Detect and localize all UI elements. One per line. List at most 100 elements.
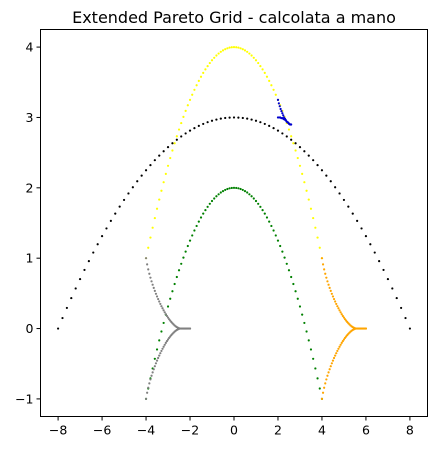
data-point — [239, 47, 242, 50]
data-point — [162, 321, 165, 325]
data-point — [171, 290, 174, 293]
data-point — [283, 256, 286, 259]
data-point — [163, 343, 166, 346]
data-point — [175, 275, 178, 279]
data-point — [364, 327, 368, 330]
data-point — [329, 180, 332, 183]
data-point — [307, 198, 310, 201]
data-point — [378, 260, 381, 263]
data-point — [259, 64, 262, 68]
data-point — [285, 262, 288, 265]
data-point — [327, 371, 330, 374]
data-point — [175, 135, 178, 138]
data-point — [290, 123, 293, 126]
series-3 — [144, 257, 192, 401]
data-point — [153, 365, 156, 368]
data-point — [360, 227, 363, 230]
data-point — [191, 93, 194, 96]
data-point — [246, 191, 249, 194]
data-point — [328, 368, 331, 371]
data-point — [177, 128, 181, 131]
data-point — [224, 188, 227, 192]
data-point — [188, 239, 192, 242]
data-point — [341, 340, 344, 343]
data-point — [296, 297, 299, 300]
data-point — [161, 347, 164, 350]
data-point — [160, 330, 163, 333]
data-point — [335, 352, 338, 355]
data-point — [155, 359, 159, 362]
data-point — [281, 112, 284, 115]
data-point — [314, 367, 317, 370]
data-point — [155, 207, 159, 210]
data-point — [202, 71, 205, 75]
data-point — [326, 374, 329, 377]
data-point — [159, 302, 162, 306]
data-point — [404, 316, 407, 320]
data-point — [307, 339, 310, 342]
data-point — [338, 309, 341, 312]
data-point — [154, 292, 158, 295]
data-point — [391, 287, 394, 290]
data-point — [127, 192, 130, 195]
data-point — [382, 268, 385, 272]
data-point — [274, 93, 277, 96]
data-point — [206, 64, 209, 68]
data-point — [323, 386, 326, 389]
data-point — [261, 209, 264, 212]
data-point — [147, 268, 150, 271]
data-point — [197, 79, 200, 82]
data-point — [342, 198, 346, 202]
data-point — [329, 289, 332, 292]
data-point — [105, 227, 108, 230]
data-point — [330, 292, 333, 295]
data-point — [307, 154, 310, 157]
data-point — [149, 236, 152, 239]
data-point — [327, 283, 330, 286]
data-point — [332, 356, 336, 360]
data-point — [281, 250, 284, 253]
data-point — [228, 46, 231, 49]
data-point — [329, 365, 332, 368]
data-point — [320, 257, 324, 260]
data-point — [321, 263, 325, 266]
data-point — [226, 187, 229, 191]
data-point — [274, 234, 277, 237]
data-point — [356, 219, 359, 222]
data-point — [335, 302, 338, 306]
data-point — [318, 246, 321, 249]
data-point — [202, 212, 205, 215]
data-point — [166, 316, 170, 319]
y-axis: −1 0 1 2 3 4 — [15, 40, 41, 406]
data-point — [166, 338, 170, 341]
data-point — [149, 378, 152, 381]
data-point — [232, 186, 236, 189]
data-point — [162, 345, 165, 348]
data-point — [96, 243, 99, 246]
data-point — [152, 368, 155, 371]
data-point — [318, 387, 321, 390]
data-point — [164, 341, 167, 344]
data-point — [224, 116, 227, 120]
data-point — [395, 296, 398, 300]
data-point — [224, 48, 227, 51]
data-point — [292, 282, 295, 286]
data-point — [162, 309, 165, 312]
data-point — [215, 118, 218, 121]
data-point — [248, 193, 251, 196]
x-tick-label: 4 — [318, 423, 326, 438]
data-point — [188, 98, 192, 101]
data-point — [164, 313, 167, 316]
data-point — [146, 391, 149, 394]
data-point — [74, 287, 77, 290]
data-point — [265, 216, 269, 219]
data-point — [210, 199, 214, 203]
data-point — [182, 115, 185, 118]
data-point — [197, 124, 200, 127]
data-point — [136, 180, 139, 183]
data-point — [320, 397, 324, 401]
x-axis: −8 −6 −4 −2 0 2 4 6 8 — [49, 416, 414, 438]
x-tick-label: 6 — [362, 423, 370, 438]
data-point — [151, 226, 154, 229]
